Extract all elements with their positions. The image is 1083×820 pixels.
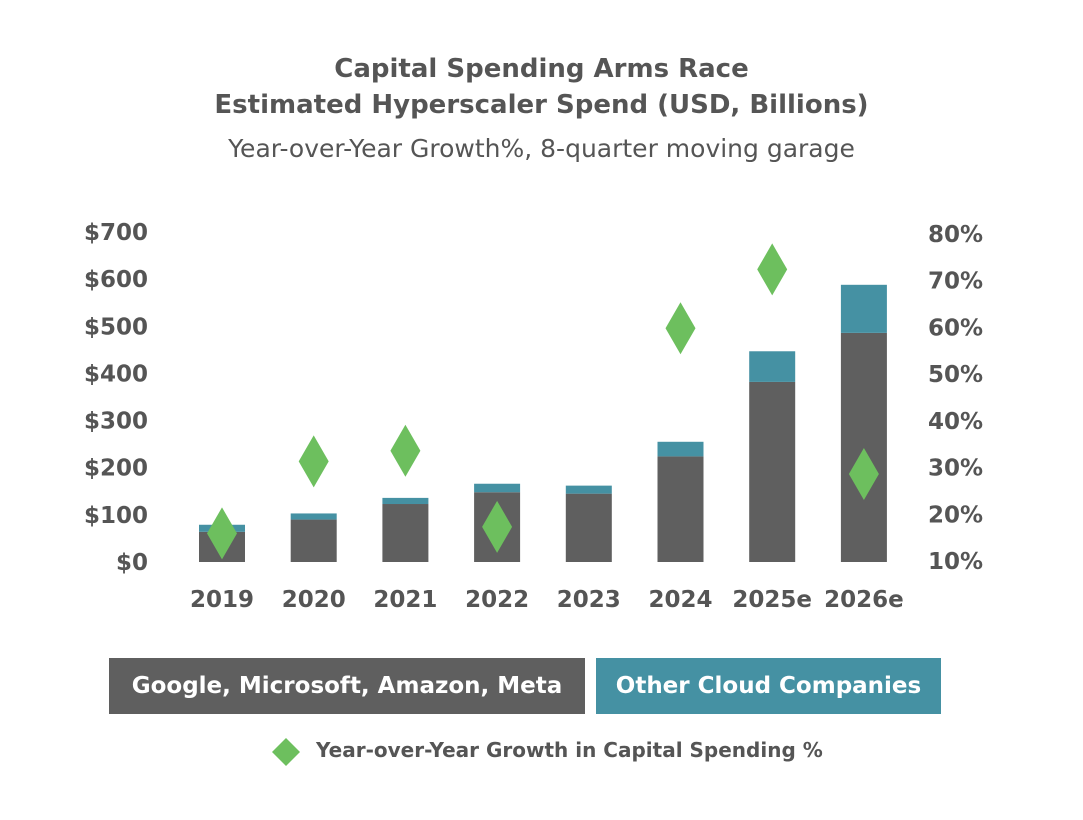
legend-label: Other Cloud Companies: [615, 673, 922, 699]
left-tick-label: $700: [84, 220, 148, 246]
bar-other-cloud: [565, 485, 612, 494]
growth-diamond-marker: [482, 500, 513, 553]
legend-label-growth: Year-over-Year Growth in Capital Spendin…: [316, 738, 823, 762]
bar-other-cloud: [382, 497, 429, 505]
right-tick-label: 10%: [928, 549, 983, 575]
x-tick-label: 2024: [648, 587, 712, 613]
x-tick-label: 2021: [373, 587, 437, 613]
growth-diamond-marker: [298, 435, 329, 488]
bar-big-four: [290, 519, 337, 562]
growth-diamond-marker: [665, 302, 696, 355]
x-tick-label: 2019: [190, 587, 254, 613]
growth-diamond-marker: [390, 424, 421, 477]
bar-big-four: [749, 381, 796, 562]
bar-big-four: [565, 493, 612, 562]
growth-diamond-marker: [207, 507, 237, 560]
left-tick-label: $600: [84, 267, 148, 293]
right-tick-label: 70%: [928, 269, 983, 295]
growth-diamond-marker: [757, 243, 788, 296]
right-tick-label: 40%: [928, 409, 983, 435]
x-tick-label: 2023: [557, 587, 621, 613]
left-tick-label: $500: [84, 314, 148, 340]
bar-other-cloud: [290, 513, 337, 520]
left-tick-label: $200: [84, 456, 148, 482]
bar-other-cloud: [474, 483, 521, 493]
growth-diamond-marker: [848, 448, 879, 501]
bar-other-cloud: [657, 441, 704, 457]
x-tick-label: 2025e: [732, 587, 812, 613]
left-tick-label: $0: [116, 550, 148, 576]
left-tick-label: $300: [84, 409, 148, 435]
legend-item-big-four: Google, Microsoft, Amazon, Meta: [109, 658, 585, 714]
right-tick-label: 30%: [928, 456, 983, 482]
chart-title: Capital Spending Arms Race: [334, 54, 749, 84]
right-tick-label: 60%: [928, 315, 983, 341]
x-tick-label: 2022: [465, 587, 529, 613]
legend-diamond-icon: [272, 738, 300, 766]
left-tick-label: $100: [84, 503, 148, 529]
bar-big-four: [382, 504, 429, 562]
x-tick-label: 2026e: [824, 587, 904, 613]
right-tick-label: 80%: [928, 222, 983, 248]
legend-label: Google, Microsoft, Amazon, Meta: [131, 673, 563, 699]
x-tick-label: 2020: [282, 587, 346, 613]
chart-title-2: Estimated Hyperscaler Spend (USD, Billio…: [214, 90, 869, 120]
right-tick-label: 50%: [928, 362, 983, 388]
bar-other-cloud: [749, 351, 796, 382]
left-tick-label: $400: [84, 361, 148, 387]
chart-subtitle: Year-over-Year Growth%, 8-quarter moving…: [228, 134, 855, 163]
bar-big-four: [840, 332, 887, 562]
right-tick-label: 20%: [928, 502, 983, 528]
legend-item-other-cloud: Other Cloud Companies: [596, 658, 941, 714]
bar-other-cloud: [840, 284, 887, 333]
bar-big-four: [657, 456, 704, 562]
